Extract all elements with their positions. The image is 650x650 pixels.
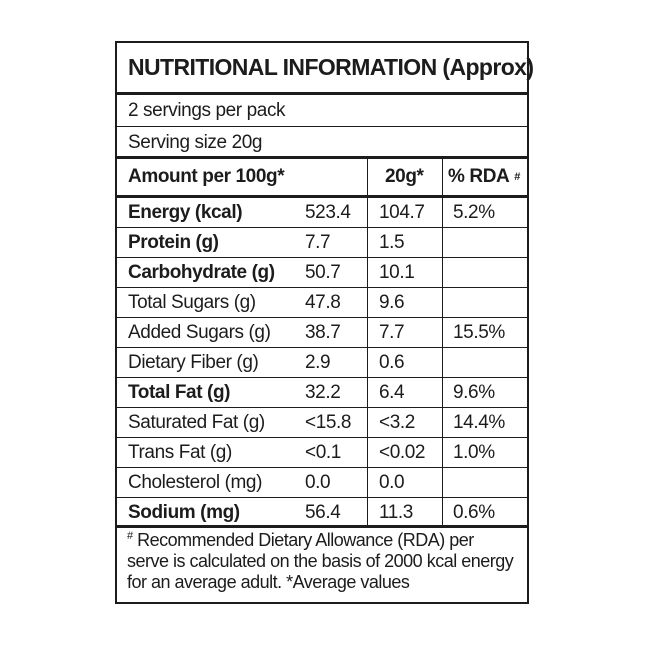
- value-per-100g: 32.2: [305, 382, 341, 403]
- row-divider: [117, 497, 527, 498]
- col-divider-1: [367, 198, 368, 527]
- value-per-100g: 38.7: [305, 322, 341, 343]
- nutrient-name: Total Fat (g): [128, 382, 231, 403]
- nutrient-name: Saturated Fat (g): [128, 412, 265, 433]
- value-rda: 9.6%: [453, 382, 495, 403]
- value-per-serving: 104.7: [379, 202, 425, 223]
- table-row: Cholesterol (mg) 0.0 0.0: [117, 468, 527, 498]
- table-row: Energy (kcal) 523.4 104.7 5.2%: [117, 198, 527, 228]
- footnote: # Recommended Dietary Allowance (RDA) pe…: [127, 530, 519, 593]
- value-rda: 1.0%: [453, 442, 495, 463]
- header-col-divider-2: [442, 159, 443, 195]
- nutrient-name: Added Sugars (g): [128, 322, 271, 343]
- table-row: Sodium (mg) 56.4 11.3 0.6%: [117, 498, 527, 528]
- table-row: Carbohydrate (g) 50.7 10.1: [117, 258, 527, 288]
- header-amount-per-100g: Amount per 100g*: [128, 166, 285, 187]
- nutrient-name: Protein (g): [128, 232, 219, 253]
- nutrient-name: Dietary Fiber (g): [128, 352, 259, 373]
- value-rda: 14.4%: [453, 412, 505, 433]
- value-per-100g: <0.1: [305, 442, 341, 463]
- row-divider: [117, 377, 527, 378]
- table-row: Total Fat (g) 32.2 6.4 9.6%: [117, 378, 527, 408]
- table-row: Total Sugars (g) 47.8 9.6: [117, 288, 527, 318]
- title-divider: [117, 92, 527, 95]
- footnote-divider: [117, 525, 527, 528]
- row-divider: [117, 407, 527, 408]
- value-per-100g: 2.9: [305, 352, 331, 373]
- value-per-serving: 1.5: [379, 232, 405, 253]
- value-per-serving: 6.4: [379, 382, 405, 403]
- header-col-divider-1: [367, 159, 368, 195]
- nutrient-name: Trans Fat (g): [128, 442, 232, 463]
- nutrient-name: Sodium (mg): [128, 502, 240, 523]
- value-rda: 15.5%: [453, 322, 505, 343]
- value-per-100g: <15.8: [305, 412, 352, 433]
- serving-size-divider: [117, 156, 527, 159]
- row-divider: [117, 437, 527, 438]
- row-divider: [117, 317, 527, 318]
- servings-per-pack: 2 servings per pack: [128, 100, 286, 121]
- value-per-100g: 47.8: [305, 292, 341, 313]
- footnote-text: Recommended Dietary Allowance (RDA) per …: [127, 530, 514, 592]
- nutrient-name: Carbohydrate (g): [128, 262, 275, 283]
- table-row: Added Sugars (g) 38.7 7.7 15.5%: [117, 318, 527, 348]
- nutrient-name: Cholesterol (mg): [128, 472, 263, 493]
- value-per-100g: 0.0: [305, 472, 331, 493]
- value-per-100g: 7.7: [305, 232, 331, 253]
- panel-title: NUTRITIONAL INFORMATION (Approx): [128, 54, 534, 80]
- value-per-serving: 11.3: [379, 502, 413, 523]
- value-rda: 0.6%: [453, 502, 495, 523]
- value-per-serving: 9.6: [379, 292, 405, 313]
- value-per-100g: 523.4: [305, 202, 351, 223]
- nutrition-facts-panel: NUTRITIONAL INFORMATION (Approx) 2 servi…: [115, 41, 534, 604]
- row-divider: [117, 227, 527, 228]
- value-per-serving: <0.02: [379, 442, 426, 463]
- table-row: Trans Fat (g) <0.1 <0.02 1.0%: [117, 438, 527, 468]
- table-row: Protein (g) 7.7 1.5: [117, 228, 527, 258]
- value-per-serving: 0.0: [379, 472, 405, 493]
- footnote-hash-mark: #: [127, 530, 133, 542]
- value-per-serving: 10.1: [379, 262, 415, 283]
- value-rda: 5.2%: [453, 202, 495, 223]
- servings-divider: [117, 126, 527, 127]
- row-divider: [117, 287, 527, 288]
- table-header-row: Amount per 100g* 20g* % RDA #: [117, 159, 527, 195]
- value-per-serving: 0.6: [379, 352, 405, 373]
- header-rda-label: % RDA: [448, 166, 510, 187]
- serving-size: Serving size 20g: [128, 132, 263, 153]
- row-divider: [117, 257, 527, 258]
- row-divider: [117, 347, 527, 348]
- row-divider: [117, 467, 527, 468]
- value-per-100g: 56.4: [305, 502, 341, 523]
- header-rda: % RDA #: [448, 166, 520, 187]
- nutrient-name: Total Sugars (g): [128, 292, 256, 313]
- table-row: Dietary Fiber (g) 2.9 0.6: [117, 348, 527, 378]
- header-per-serving: 20g*: [385, 166, 424, 187]
- value-per-100g: 50.7: [305, 262, 341, 283]
- header-divider: [117, 195, 527, 198]
- value-per-serving: <3.2: [379, 412, 415, 433]
- nutrient-name: Energy (kcal): [128, 202, 243, 223]
- col-divider-2: [442, 198, 443, 527]
- value-per-serving: 7.7: [379, 322, 405, 343]
- table-row: Saturated Fat (g) <15.8 <3.2 14.4%: [117, 408, 527, 438]
